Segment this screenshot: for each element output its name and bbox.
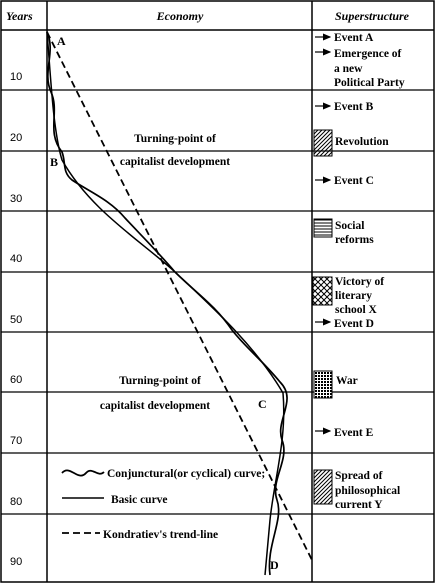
point-label-b: B [50, 155, 58, 169]
years-header: Years [6, 9, 33, 23]
year-tick: 50 [10, 314, 22, 326]
superstructure-header: Superstructure [335, 9, 410, 23]
superstructure-events: Event A Emergence of a new Political Par… [312, 32, 405, 511]
legend-basic-label: Basic curve [111, 494, 168, 506]
event-e-label: Event E [334, 427, 374, 439]
turning-point-2-line2: capitalist development [100, 400, 210, 412]
turning-point-1-line1: Turning-point of [134, 133, 216, 145]
revolution-label: Revolution [335, 136, 389, 148]
economy-header: Economy [156, 9, 204, 23]
war-marker [313, 370, 333, 399]
literary-school-label-line3: school X [335, 304, 378, 316]
year-ticks: 10 20 30 40 50 60 70 80 90 [10, 71, 22, 568]
event-b-label: Event B [334, 101, 374, 113]
social-reforms-label-line1: Social [335, 220, 364, 232]
event-a-label: Event A [334, 32, 374, 44]
party-label-line2: a new [334, 63, 363, 75]
party-label-line1: Emergence of [334, 48, 402, 60]
decade-grid [1, 89, 434, 515]
party-label-line3: Political Party [334, 77, 405, 89]
revolution-marker [313, 129, 333, 157]
legend-conjunctural-label: Conjunctural(or cyclical) curve; [107, 468, 265, 480]
legend: Conjunctural(or cyclical) curve; Basic c… [61, 468, 265, 541]
philosophical-label-line1: Spread of [335, 470, 383, 482]
year-tick: 10 [10, 71, 22, 83]
philosophical-label-line3: current Y [335, 499, 383, 511]
social-reforms-marker [313, 218, 333, 238]
year-tick: 30 [10, 193, 22, 205]
literary-school-label-line2: literary [335, 290, 372, 302]
conjunctural-curve [46, 31, 288, 576]
trend-line [46, 31, 313, 561]
point-label-c: C [258, 397, 267, 411]
year-tick: 60 [10, 374, 22, 386]
philosophical-label-line2: philosophical [335, 485, 400, 497]
social-reforms-label-line2: reforms [335, 234, 374, 246]
point-label-a: A [57, 34, 66, 48]
year-tick: 80 [10, 496, 22, 508]
philosophical-current-marker [313, 469, 333, 505]
event-d-label: Event D [334, 318, 374, 330]
event-c-label: Event C [334, 175, 374, 187]
year-tick: 90 [10, 556, 22, 568]
literary-school-label-line1: Victory of [335, 276, 384, 288]
legend-trend-label: Kondratiev's trend-line [103, 529, 218, 541]
year-tick: 20 [10, 132, 22, 144]
turning-point-1-line2: capitalist development [120, 156, 230, 168]
year-tick: 40 [10, 253, 22, 265]
turning-point-2-line1: Turning-point of [119, 375, 201, 387]
year-tick: 70 [10, 435, 22, 447]
literary-school-marker [312, 276, 333, 306]
war-label: War [336, 375, 358, 387]
legend-conjunctural-swatch [61, 469, 105, 477]
point-label-d: D [270, 558, 279, 572]
